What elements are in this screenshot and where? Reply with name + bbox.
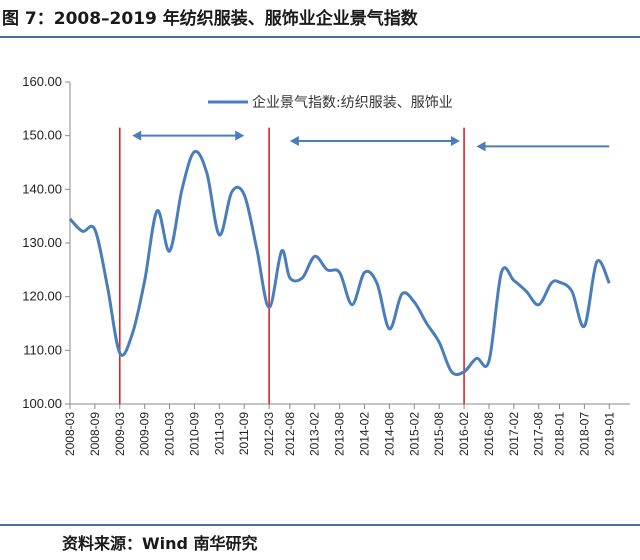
arrow-head [476, 141, 486, 152]
y-tick-label: 110.00 [23, 342, 62, 357]
x-tick-label: 2012-03 [262, 412, 276, 456]
series-lines [68, 149, 611, 377]
x-tick-label: 2017-02 [507, 412, 521, 456]
x-tick-label: 2010-03 [163, 412, 177, 456]
x-tick-label: 2010-09 [187, 412, 201, 456]
period-arrows [132, 130, 610, 152]
y-tick-label: 140.00 [22, 181, 62, 196]
x-tick-label: 2016-08 [482, 412, 496, 456]
x-tick-label: 2009-09 [138, 412, 152, 456]
line-chart: 100.00 110.00 120.00 130.00 140.00 150.00 160.… [22, 74, 630, 456]
x-axis-ticks: 2008-03 2008-09 2009-03 2009-09 2010-03 2010-… [63, 404, 616, 456]
y-tick-label: 120.00 [22, 289, 62, 304]
arrow-head [235, 130, 245, 141]
x-tick-label: 2013-02 [308, 412, 322, 456]
x-tick-label: 2009-03 [113, 412, 127, 456]
x-tick-label: 2012-08 [283, 412, 297, 456]
arrow-head [132, 130, 142, 141]
arrow-head [289, 136, 299, 147]
x-tick-label: 2018-07 [577, 412, 591, 456]
x-tick-label: 2018-01 [552, 412, 566, 456]
y-tick-label: 130.00 [22, 235, 62, 250]
legend-label: 企业景气指数:纺织服装、服饰业 [252, 94, 453, 111]
chart-legend: 企业景气指数:纺织服装、服饰业 [208, 94, 453, 111]
x-tick-label: 2014-02 [358, 412, 372, 456]
chart-axes [69, 82, 630, 405]
x-tick-label: 2017-08 [532, 412, 546, 456]
bottom-rule [0, 524, 640, 526]
x-tick-label: 2011-03 [212, 412, 226, 455]
y-axis-ticks: 100.00 110.00 120.00 130.00 140.00 150.00 160.… [22, 74, 70, 411]
x-tick-label: 2015-08 [432, 412, 446, 456]
source-note: 资料来源：Wind 南华研究 [62, 534, 258, 553]
x-tick-label: 2013-08 [333, 412, 347, 456]
top-rule [0, 36, 640, 38]
x-tick-label: 2014-08 [382, 412, 396, 456]
vertical-markers [118, 127, 465, 404]
x-tick-label: 2015-02 [407, 412, 421, 456]
figure-title: 图 7：2008–2019 年纺织服装、服饰业企业景气指数 [2, 9, 418, 29]
x-tick-label: 2008-09 [88, 412, 102, 456]
series-line-0 [68, 149, 611, 377]
x-tick-label: 2019-01 [602, 412, 616, 456]
y-tick-label: 160.00 [22, 74, 62, 89]
x-tick-label: 2011-09 [237, 412, 251, 455]
x-tick-label: 2016-02 [457, 412, 471, 456]
arrow-head [450, 136, 460, 147]
y-tick-label: 150.00 [22, 128, 62, 143]
y-tick-label: 100.00 [22, 396, 62, 411]
x-tick-label: 2008-03 [63, 412, 77, 456]
